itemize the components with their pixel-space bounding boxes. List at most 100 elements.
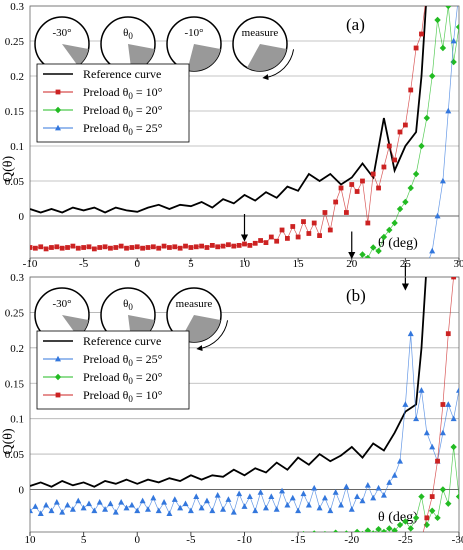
- data-point: [316, 504, 323, 511]
- x-tick-label: 30: [454, 258, 463, 270]
- data-point: [290, 224, 296, 229]
- series-group: [30, 277, 459, 545]
- data-point: [145, 245, 151, 250]
- data-point: [279, 532, 285, 538]
- data-point: [193, 493, 200, 499]
- data-point: [419, 537, 424, 542]
- data-point: [118, 243, 124, 249]
- data-point: [150, 534, 156, 540]
- y-tick-label: 0.15: [5, 106, 25, 118]
- x-tick-label: -25: [398, 534, 413, 546]
- data-point: [423, 429, 430, 436]
- data-point: [279, 272, 285, 278]
- data-point: [289, 494, 296, 501]
- dial-wedge: [62, 44, 89, 66]
- data-point: [364, 482, 371, 488]
- data-point: [220, 506, 227, 512]
- data-point: [284, 306, 290, 312]
- data-point: [242, 307, 248, 313]
- data-point: [225, 533, 231, 539]
- data-point: [340, 531, 342, 532]
- data-point: [59, 536, 65, 542]
- data-point: [97, 272, 103, 278]
- data-point: [301, 219, 306, 224]
- data-point: [97, 538, 103, 544]
- x-tick-label: -5: [79, 258, 89, 270]
- data-point: [391, 219, 398, 227]
- data-point: [445, 500, 452, 507]
- data-point: [220, 273, 226, 279]
- data-point: [156, 539, 162, 545]
- x-tick-label: 5: [81, 534, 87, 546]
- y-tick-label: 0: [19, 211, 25, 223]
- data-point: [258, 238, 263, 243]
- data-point: [418, 493, 425, 500]
- data-point: [75, 497, 82, 504]
- y-axis-label: Q(θ): [1, 428, 16, 454]
- y-tick-label: 0.05: [5, 176, 25, 188]
- data-point: [49, 245, 54, 250]
- data-point: [338, 271, 344, 277]
- data-point: [360, 178, 365, 184]
- legend: Reference curve Preload θ0 = 25° Preload θ…: [36, 330, 190, 410]
- data-point: [317, 233, 322, 238]
- data-point: [102, 536, 108, 542]
- data-point: [257, 489, 264, 495]
- data-point: [262, 504, 269, 511]
- data-point: [386, 299, 392, 305]
- data-point: [268, 304, 274, 310]
- data-point: [402, 290, 408, 296]
- data-point: [161, 499, 168, 505]
- data-point: [139, 274, 145, 280]
- data-point: [134, 507, 141, 514]
- data-point: [364, 527, 372, 532]
- data-point: [225, 272, 231, 278]
- data-point: [80, 504, 87, 511]
- data-point: [322, 210, 328, 215]
- data-point: [129, 245, 135, 250]
- data-point: [392, 300, 398, 306]
- inset-dial: -10°: [166, 16, 222, 72]
- data-point: [402, 122, 408, 128]
- data-point: [375, 484, 382, 491]
- data-point: [354, 189, 360, 194]
- legend-swatch-marker: [55, 89, 61, 95]
- data-point: [140, 245, 146, 251]
- data-point: [311, 303, 317, 309]
- y-tick-label: 0.2: [10, 71, 24, 83]
- data-point: [424, 515, 430, 521]
- data-point: [70, 537, 76, 543]
- data-point: [359, 497, 366, 504]
- data-point: [419, 31, 424, 37]
- chart-panel-b: 0.3 0.25 0.2 0.15 0.1 0.05 0 10 5 0 -5 -10 -15 -20 -25…: [1, 272, 463, 546]
- data-point: [204, 245, 210, 250]
- data-point: [396, 205, 404, 213]
- data-point: [311, 220, 317, 226]
- data-point: [284, 501, 291, 508]
- data-point: [123, 539, 129, 545]
- legend-swatch-marker: [55, 124, 61, 131]
- data-point: [306, 231, 312, 236]
- data-point: [402, 401, 409, 407]
- data-point: [439, 486, 447, 493]
- legend-swatch-marker: [55, 392, 61, 398]
- y-tick-label: 0.05: [5, 449, 25, 461]
- data-point: [423, 114, 431, 122]
- data-point: [423, 521, 431, 529]
- data-point: [317, 305, 323, 311]
- series-group: [30, 6, 459, 313]
- data-point: [37, 510, 44, 516]
- data-point: [118, 536, 124, 542]
- data-point: [183, 243, 188, 249]
- dial-wedge: [187, 44, 221, 71]
- data-point: [214, 534, 220, 540]
- data-point: [177, 273, 183, 279]
- data-point: [407, 330, 414, 337]
- data-point: [439, 177, 446, 184]
- series-line: [360, 6, 459, 258]
- data-point: [53, 499, 60, 505]
- data-point: [263, 272, 269, 278]
- dial-label: -10°: [184, 27, 203, 39]
- data-point: [258, 305, 264, 311]
- x-tick-label: 20: [346, 258, 358, 270]
